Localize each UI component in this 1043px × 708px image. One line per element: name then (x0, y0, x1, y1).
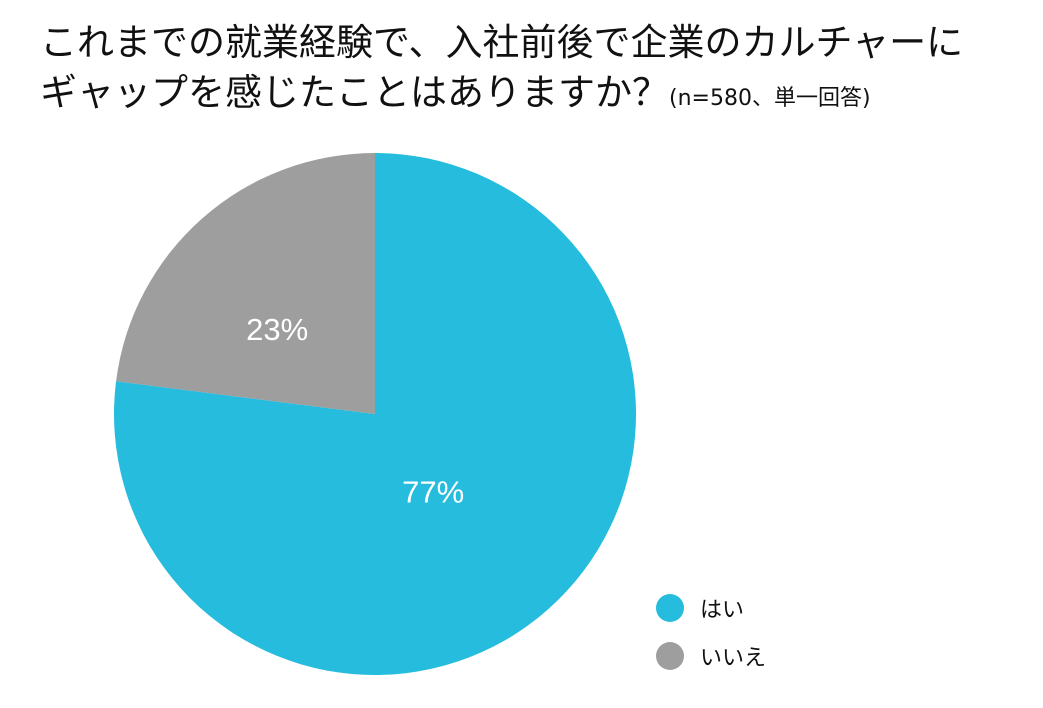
chart-title-line-1: これまでの就業経験で、入社前後で企業のカルチャーに (40, 21, 964, 64)
legend-swatch-2 (656, 642, 684, 670)
legend-label-2: いいえ (700, 646, 767, 671)
legend-item-1: はい (656, 592, 766, 624)
chart-title-question: ギャップを感じたことはありますか？ (40, 71, 669, 114)
chart-title: これまでの就業経験で、入社前後で企業のカルチャーに ギャップを感じたことはありま… (40, 18, 1030, 124)
legend-item-2: いいえ (656, 640, 766, 672)
chart-legend: はい いいえ (656, 592, 766, 688)
pie-data-label-1: 77% (402, 475, 464, 510)
pie-data-label-2: 23% (246, 312, 308, 347)
legend-label-1: はい (700, 598, 745, 623)
pie-slice-2 (116, 153, 376, 414)
pie-slice-1 (114, 153, 637, 675)
chart-title-line-2: ギャップを感じたことはありますか？(n=580、単一回答) (40, 68, 1030, 124)
legend-swatch-1 (656, 594, 684, 622)
sample-size-note: (n=580、単一回答) (669, 86, 871, 111)
